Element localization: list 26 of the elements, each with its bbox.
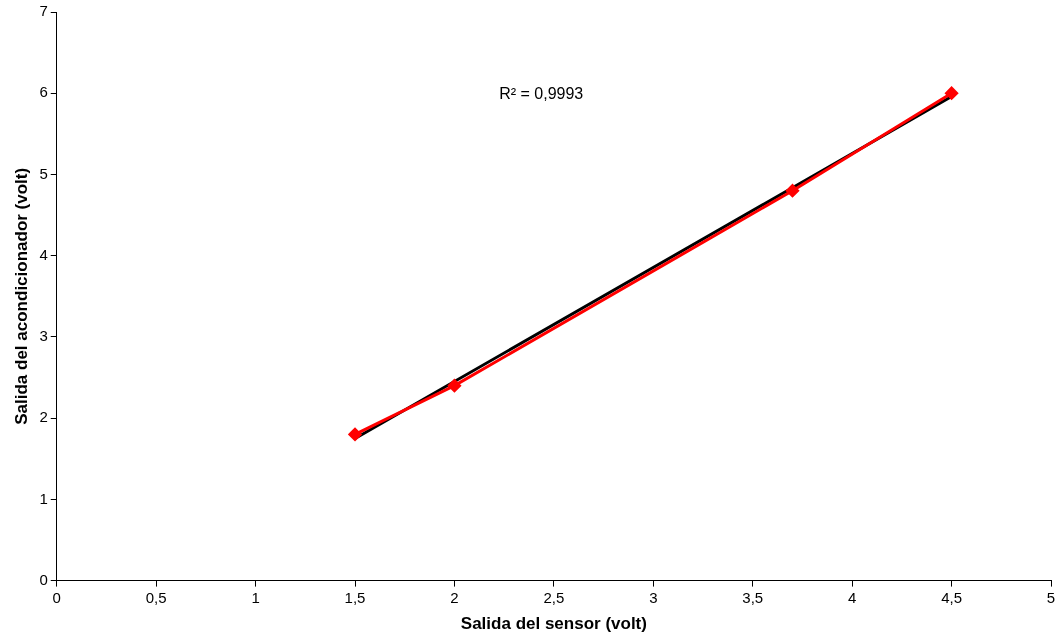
point [785, 184, 799, 198]
x-tick-label: 4 [847, 588, 857, 606]
y-tick-label: 3 [39, 327, 48, 345]
x-tick-label: 4,5 [941, 588, 962, 606]
x-tick-label: 0 [52, 588, 61, 606]
x-tick-label: 2,5 [543, 588, 565, 606]
y-tick-label: 5 [39, 164, 48, 182]
point [348, 427, 362, 441]
y-tick-label: 2 [39, 408, 48, 426]
y-axis-title: Salida del acondicionador (volt) [11, 167, 31, 425]
x-tick-label: 5 [1046, 588, 1056, 606]
point [447, 379, 461, 393]
x-tick-label: 3 [649, 588, 658, 606]
y-tick-label: 7 [39, 2, 48, 20]
y-tick-label: 1 [39, 489, 48, 507]
y-tick-label: 0 [39, 570, 48, 588]
x-tick-label: 3,5 [742, 588, 764, 606]
y-tick-label: 6 [39, 83, 48, 101]
x-tick-label: 1 [251, 588, 260, 606]
x-tick-label: 2 [450, 588, 459, 606]
annotation: R² = 0,9993 [499, 84, 584, 102]
x-axis-title: Salida del sensor (volt) [460, 614, 647, 634]
x-tick-label: 1,5 [344, 588, 366, 606]
point [945, 86, 959, 100]
y-tick-label: 4 [39, 245, 48, 263]
x-tick-label: 0,5 [145, 588, 167, 606]
